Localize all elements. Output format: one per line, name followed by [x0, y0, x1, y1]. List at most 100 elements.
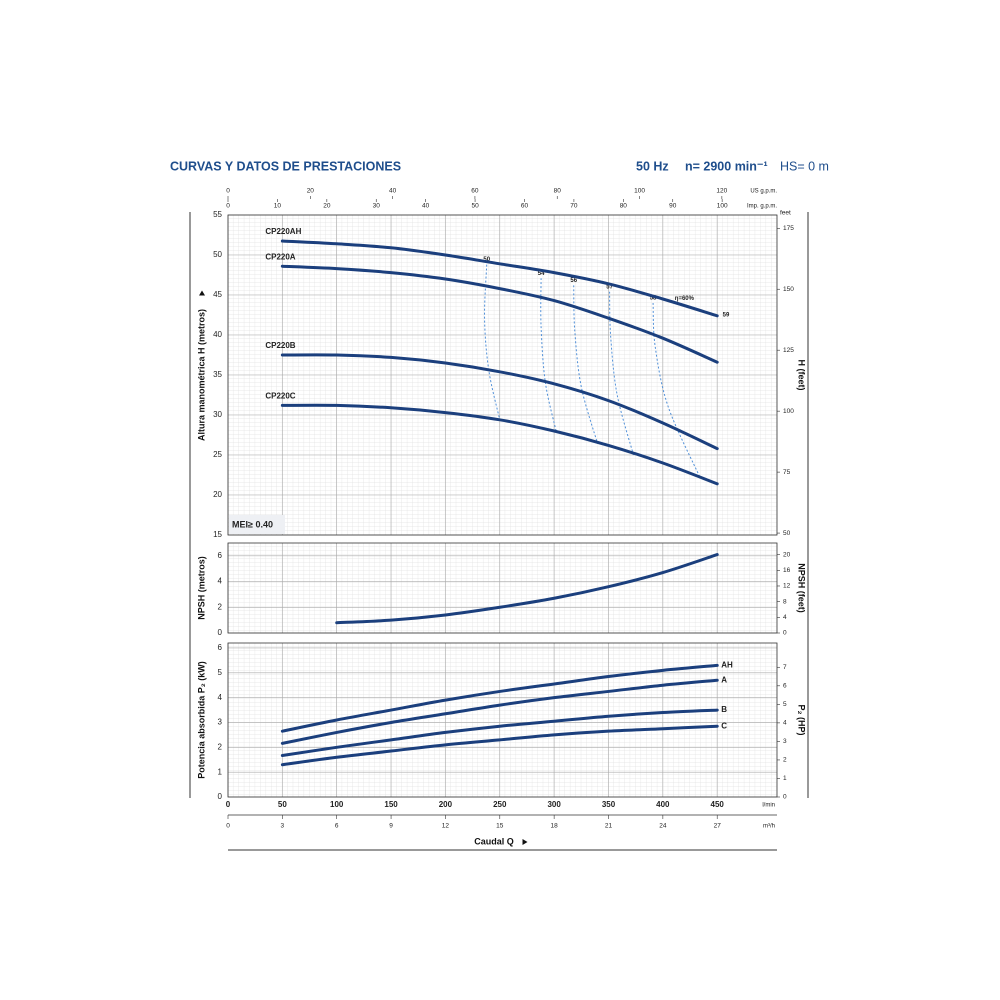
annotation: 59	[723, 313, 730, 319]
plot-background	[228, 543, 777, 633]
top-tick-label: 20	[307, 188, 315, 195]
curve	[280, 663, 719, 733]
note-box	[229, 515, 285, 534]
x-tick-label: 15	[496, 823, 504, 830]
y2-tick-label: 175	[783, 225, 794, 232]
hs: HS= 0 m	[780, 159, 829, 173]
y2-axis-title: P₂ (HP)	[797, 705, 807, 736]
top-tick-label: 60	[521, 203, 529, 210]
x-tick-label: 100	[330, 800, 344, 809]
efficiency-label: 56	[570, 278, 577, 284]
axis-arrow	[522, 839, 528, 845]
y-tick-label: 4	[218, 577, 223, 586]
y2-tick-label: 20	[783, 551, 791, 558]
y-tick-label: 2	[218, 742, 223, 751]
x-tick-label: 450	[711, 800, 725, 809]
y-tick-label: 25	[213, 450, 222, 459]
efficiency-line	[609, 291, 634, 456]
efficiency-label: 50	[483, 257, 490, 263]
x-tick-label: 0	[226, 823, 230, 830]
top-tick-label: 10	[274, 203, 282, 210]
y-axis-title: Altura manométrica H (metros)	[196, 309, 206, 441]
y2-tick-label: 125	[783, 347, 794, 354]
series-label: CP220A	[265, 252, 295, 261]
series-label: CP220AH	[265, 227, 301, 236]
x-tick-label: 3	[281, 823, 285, 830]
top-tick-label: 100	[717, 203, 728, 210]
top-tick-label: 120	[716, 188, 727, 195]
efficiency-line	[652, 302, 701, 478]
y2-tick-label: 1	[783, 775, 787, 782]
x-tick-label: 350	[602, 800, 616, 809]
note: MEI≥ 0.40	[232, 519, 273, 529]
y2-tick-label: 150	[783, 286, 794, 293]
y-tick-label: 40	[213, 330, 222, 339]
curve	[280, 264, 719, 364]
y-tick-label: 45	[213, 290, 222, 299]
top-tick-label: 0	[226, 188, 230, 195]
x-tick-label: 400	[656, 800, 670, 809]
x-tick-label: 21	[605, 823, 613, 830]
top-tick-label: 60	[471, 188, 479, 195]
y2-tick-label: 5	[783, 701, 787, 708]
x-tick-label: 50	[278, 800, 287, 809]
series-label: CP220C	[265, 392, 295, 401]
y2-tick-label: 8	[783, 598, 787, 605]
y-axis-title: NPSH (metros)	[196, 556, 206, 620]
top-tick-label: 100	[634, 188, 645, 195]
y-tick-label: 6	[218, 643, 223, 652]
x-tick-label: 27	[714, 823, 722, 830]
axis-arrow	[199, 290, 205, 296]
top-axis-unit: Imp. g.p.m.	[747, 204, 777, 210]
bottom-axis-unit: m³/h	[763, 824, 775, 830]
y-tick-label: 3	[218, 718, 223, 727]
y2-tick-label: 4	[783, 614, 787, 621]
y2-axis-title: H (feet)	[797, 360, 807, 391]
y-tick-label: 15	[213, 530, 222, 539]
top-tick-label: 70	[570, 203, 578, 210]
x-tick-label: 200	[439, 800, 453, 809]
curve	[280, 239, 719, 318]
frequency: 50 Hz	[636, 159, 669, 173]
series-label: CP220B	[265, 341, 295, 350]
y2-tick-label: 12	[783, 583, 791, 590]
y2-axis-title: NPSH (feet)	[797, 563, 807, 613]
y2-tick-label: 2	[783, 757, 787, 764]
efficiency-line	[573, 285, 599, 444]
efficiency-label: 57	[606, 284, 613, 290]
y2-tick-label: 7	[783, 664, 787, 671]
x-tick-label: 0	[226, 800, 231, 809]
curve	[280, 708, 719, 758]
y-tick-label: 4	[218, 693, 223, 702]
y-tick-label: 35	[213, 370, 222, 379]
efficiency-label: 58	[650, 296, 657, 302]
curve	[335, 553, 719, 625]
series-label: C	[721, 721, 727, 730]
y-tick-label: 0	[218, 792, 223, 801]
x-tick-label: 300	[547, 800, 561, 809]
y2-tick-label: 50	[783, 530, 791, 537]
top-tick-label: 90	[669, 203, 677, 210]
y-tick-label: 6	[218, 551, 223, 560]
y-tick-label: 20	[213, 490, 222, 499]
curve	[280, 353, 719, 451]
annotation: η=60%	[675, 296, 695, 302]
plot-frame	[227, 642, 778, 798]
y-axis-title: Potencia absorbida P₂ (kW)	[196, 661, 206, 779]
top-tick-label: 80	[620, 203, 628, 210]
curve	[280, 403, 719, 486]
y2-unit: feet	[780, 210, 791, 217]
y2-tick-label: 16	[783, 567, 791, 574]
curve	[280, 724, 719, 767]
efficiency-line	[540, 278, 557, 432]
y2-tick-label: 4	[783, 720, 787, 727]
y-tick-label: 1	[218, 767, 223, 776]
y2-tick-label: 0	[783, 630, 787, 637]
y2-tick-label: 75	[783, 469, 791, 476]
speed: n= 2900 min⁻¹	[685, 159, 768, 173]
curve	[280, 678, 719, 745]
y-tick-label: 30	[213, 410, 222, 419]
y2-tick-label: 6	[783, 683, 787, 690]
top-tick-label: 30	[373, 203, 381, 210]
